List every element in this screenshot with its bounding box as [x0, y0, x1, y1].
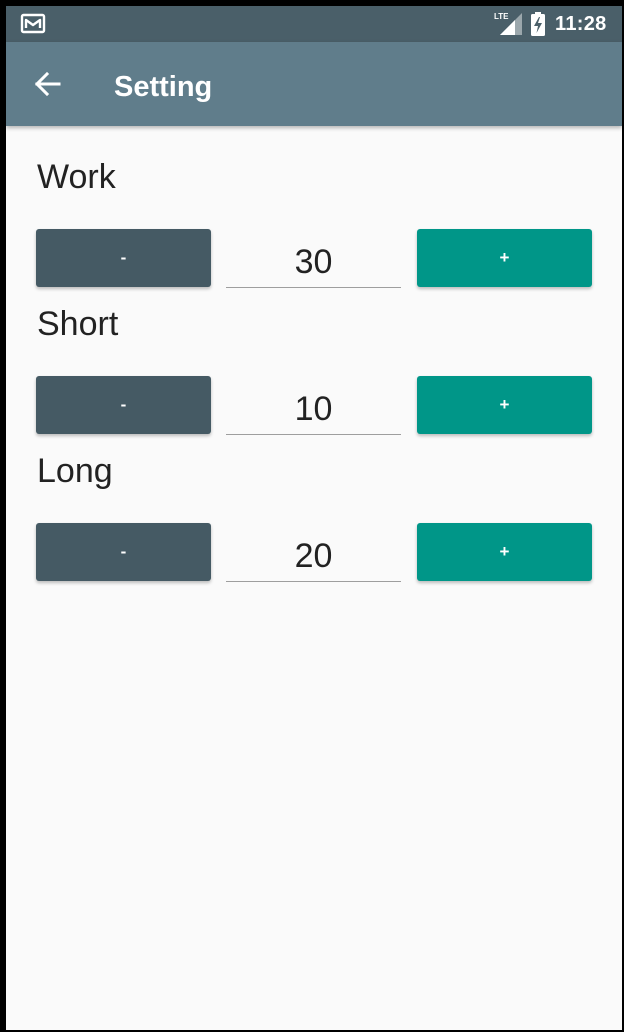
work-decrement-button[interactable]: - — [36, 229, 211, 287]
back-button[interactable] — [26, 62, 70, 106]
short-value-field[interactable] — [226, 384, 401, 435]
lte-signal-icon: LTE — [494, 12, 522, 35]
page-title: Setting — [114, 71, 213, 103]
work-increment-button[interactable]: + — [417, 229, 592, 287]
status-time: 11:28 — [555, 13, 607, 35]
arrow-left-icon — [34, 71, 61, 97]
battery-charging-icon — [531, 12, 545, 36]
gmail-icon — [20, 13, 46, 34]
long-decrement-button[interactable]: - — [36, 523, 211, 581]
screen: LTE 11:28 Setting Work - + Short - + Lon… — [6, 6, 622, 1030]
long-value-field[interactable] — [226, 531, 401, 582]
app-bar: Setting — [6, 42, 622, 126]
short-decrement-button[interactable]: - — [36, 376, 211, 434]
status-bar: LTE 11:28 — [6, 6, 622, 42]
short-increment-button[interactable]: + — [417, 376, 592, 434]
long-increment-button[interactable]: + — [417, 523, 592, 581]
work-value-field[interactable] — [226, 237, 401, 288]
work-label: Work — [37, 158, 116, 196]
long-label: Long — [37, 452, 113, 490]
short-label: Short — [37, 305, 119, 343]
lte-label: LTE — [494, 12, 509, 21]
